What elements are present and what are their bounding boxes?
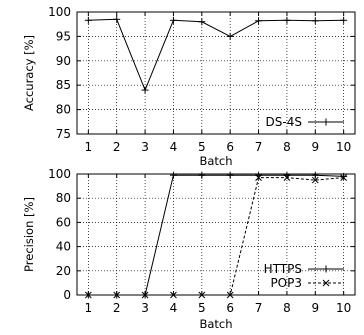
y-tick-label: 80 xyxy=(56,103,71,117)
y-tick-label: 40 xyxy=(56,240,71,254)
chart-panel-2: 0 20 40 60 80 100 1 2 3 4 5 6 7 8 9 10 Batch Precision [%… xyxy=(22,167,356,331)
series-https xyxy=(84,171,348,299)
x-tick-label: 10 xyxy=(336,140,351,154)
data-point xyxy=(283,16,291,24)
chart-panel-1: 75 80 85 90 95 100 1 2 3 4 5 6 7 8 9 10 Batch Accuracy [%… xyxy=(22,5,356,168)
legend-marker xyxy=(322,265,330,273)
data-point xyxy=(169,16,177,24)
x-axis-label: Batch xyxy=(199,317,232,331)
data-point xyxy=(311,176,319,184)
y-tick-label: 0 xyxy=(63,288,71,302)
y-tick-label: 60 xyxy=(56,215,71,229)
x-tick-label: 2 xyxy=(113,301,121,315)
legend-item: DS-4S xyxy=(266,115,344,129)
x-tick-label: 5 xyxy=(198,301,206,315)
x-axis-label: Batch xyxy=(199,154,232,168)
legend-marker xyxy=(322,279,330,287)
series-line xyxy=(88,174,344,296)
y-axis-label: Accuracy [%] xyxy=(22,35,36,111)
legend-marker xyxy=(322,118,330,126)
x-tick-label: 7 xyxy=(255,140,263,154)
y-tick-label: 75 xyxy=(56,127,71,141)
x-tick-label: 8 xyxy=(283,301,291,315)
y-tick-label: 85 xyxy=(56,78,71,92)
series-ds-4s xyxy=(84,15,348,94)
y-axis-label: Precision [%] xyxy=(22,197,36,272)
x-tick-label: 4 xyxy=(170,301,178,315)
data-point xyxy=(141,86,149,94)
data-point xyxy=(226,291,234,299)
legend-label: POP3 xyxy=(270,276,302,290)
x-tick-label: 7 xyxy=(255,301,263,315)
data-point xyxy=(255,17,263,25)
x-tick-label: 1 xyxy=(85,301,93,315)
plot-frame xyxy=(76,11,356,135)
legend-label: HTTPS xyxy=(264,262,302,276)
y-tick-label: 90 xyxy=(56,54,71,68)
data-point xyxy=(170,291,177,299)
x-tick-label: 3 xyxy=(141,301,149,315)
y-tick-label: 100 xyxy=(48,167,71,181)
legend-item: HTTPS xyxy=(264,262,344,276)
x-tick-label: 8 xyxy=(283,140,291,154)
data-point xyxy=(169,171,177,179)
data-point xyxy=(113,291,121,299)
data-point xyxy=(198,171,206,179)
x-tick-label: 2 xyxy=(113,140,121,154)
series-pop3 xyxy=(84,174,348,299)
legend-label: DS-4S xyxy=(266,115,302,129)
y-tick-label: 100 xyxy=(48,5,71,19)
y-tick-label: 20 xyxy=(56,264,71,278)
data-point xyxy=(340,16,348,24)
series-line xyxy=(88,177,344,296)
data-point xyxy=(340,174,348,181)
x-tick-label: 10 xyxy=(336,301,351,315)
plot-frame xyxy=(76,173,356,296)
x-tick-label: 3 xyxy=(141,140,149,154)
data-point xyxy=(198,18,206,26)
y-tick-label: 95 xyxy=(56,29,71,43)
x-tick-label: 6 xyxy=(226,301,234,315)
y-tick-label: 80 xyxy=(56,191,71,205)
data-point xyxy=(113,15,121,23)
legend: DS-4S xyxy=(266,115,344,129)
series-line xyxy=(88,18,344,92)
x-tick-label: 1 xyxy=(85,140,93,154)
data-point xyxy=(283,174,291,181)
data-point xyxy=(226,32,234,40)
data-point xyxy=(311,171,319,179)
x-tick-label: 4 xyxy=(170,140,178,154)
x-tick-label: 5 xyxy=(198,140,206,154)
legend-item: POP3 xyxy=(270,276,344,290)
data-point xyxy=(198,291,206,299)
x-tick-label: 9 xyxy=(311,140,319,154)
x-tick-label: 9 xyxy=(311,301,319,315)
x-tick-label: 6 xyxy=(226,140,234,154)
data-point xyxy=(226,171,234,179)
data-point xyxy=(141,291,149,299)
data-point xyxy=(340,172,348,180)
data-point xyxy=(311,17,319,25)
data-point xyxy=(255,174,262,181)
data-point xyxy=(84,16,92,24)
data-point xyxy=(84,291,92,299)
